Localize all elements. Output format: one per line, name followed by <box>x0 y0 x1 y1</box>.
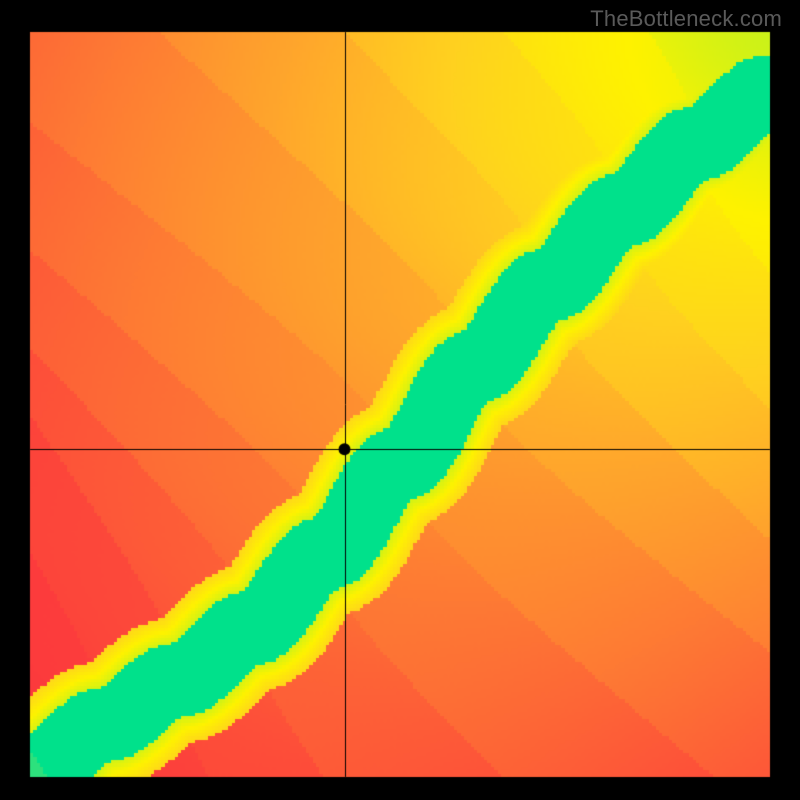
crosshair-overlay <box>0 0 800 800</box>
watermark-text: TheBottleneck.com <box>590 6 782 32</box>
chart-container: TheBottleneck.com <box>0 0 800 800</box>
